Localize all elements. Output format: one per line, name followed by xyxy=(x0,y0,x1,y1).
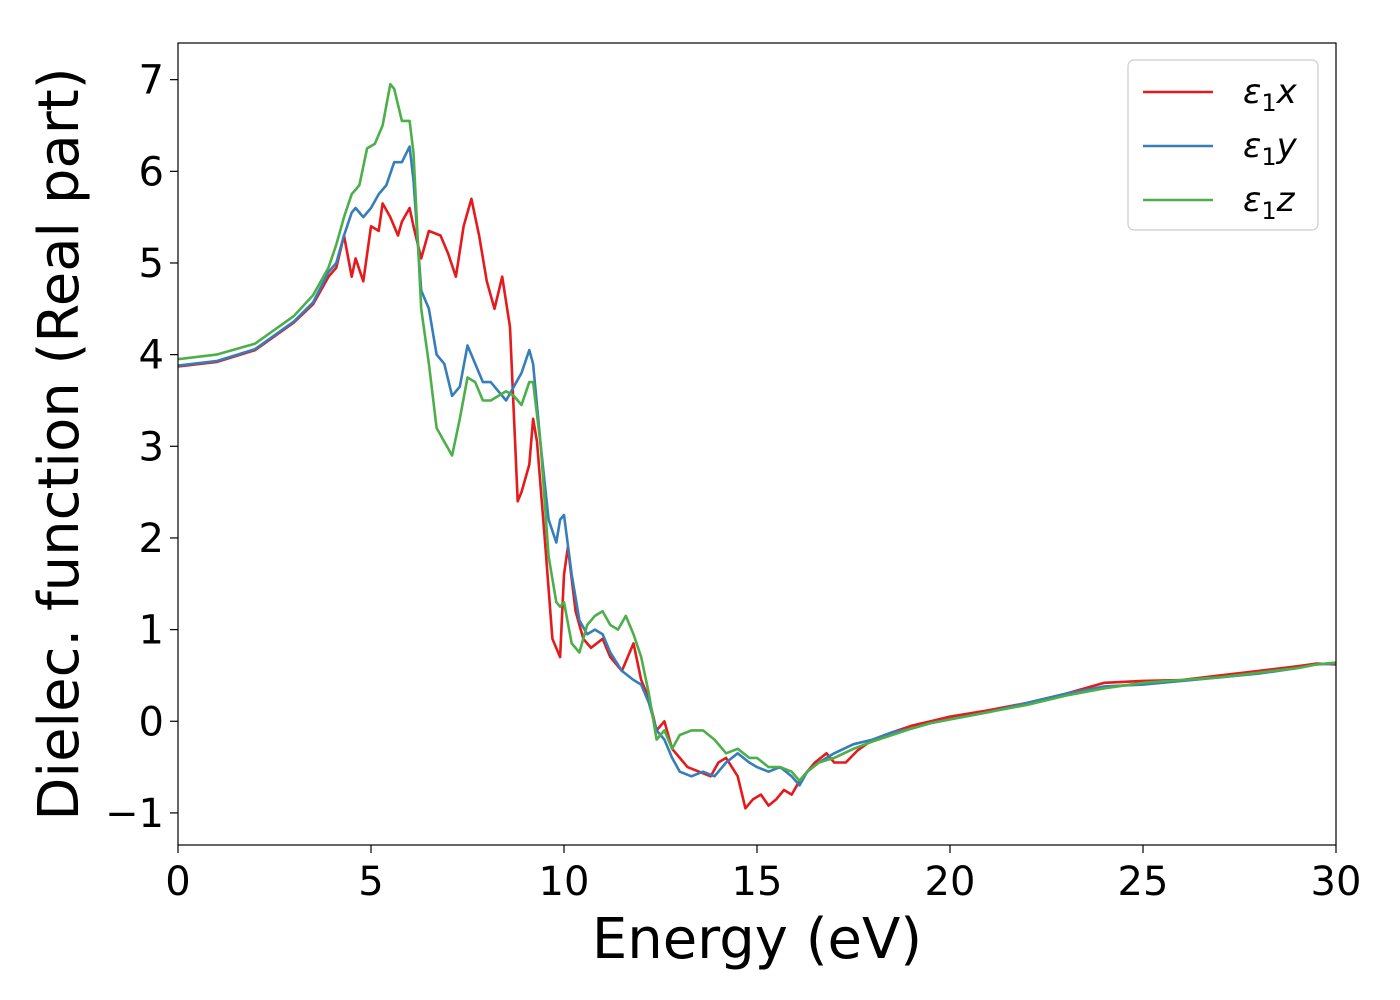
x-tick-label: 20 xyxy=(925,859,976,905)
y-tick-label: 6 xyxy=(139,149,164,195)
legend-label-y: ε1y xyxy=(1243,126,1298,171)
x-tick-label: 0 xyxy=(165,859,190,905)
series-line-y xyxy=(178,145,1336,787)
y-tick-label: 0 xyxy=(139,699,164,745)
y-axis: −1 0 1 2 3 4 5 6 7 xyxy=(105,58,178,837)
x-tick-label: 15 xyxy=(732,859,783,905)
legend-label-z: ε1z xyxy=(1243,180,1296,225)
y-tick-label: 4 xyxy=(139,333,164,379)
y-tick-label: 5 xyxy=(139,241,164,287)
x-tick-label: 5 xyxy=(358,859,383,905)
y-tick-label: 2 xyxy=(139,516,164,562)
series-line-x xyxy=(178,197,1336,810)
y-tick-label: 1 xyxy=(139,608,164,654)
legend-frame xyxy=(1127,59,1319,231)
x-tick-label: 10 xyxy=(539,859,590,905)
legend: ε1x ε1y ε1z xyxy=(1127,59,1319,231)
x-axis: 0 5 10 15 20 25 30 xyxy=(165,845,1361,905)
y-tick-label: −1 xyxy=(105,791,164,837)
x-tick-label: 25 xyxy=(1118,859,1169,905)
x-tick-label: 30 xyxy=(1311,859,1362,905)
legend-label-x: ε1x xyxy=(1243,72,1298,117)
series-line-z xyxy=(178,82,1336,783)
x-axis-title: Energy (eV) xyxy=(592,907,922,972)
y-tick-label: 7 xyxy=(139,58,164,104)
y-axis-title: Dielec. function (Real part) xyxy=(27,67,92,820)
y-tick-label: 3 xyxy=(139,424,164,470)
series-layer xyxy=(178,82,1336,810)
